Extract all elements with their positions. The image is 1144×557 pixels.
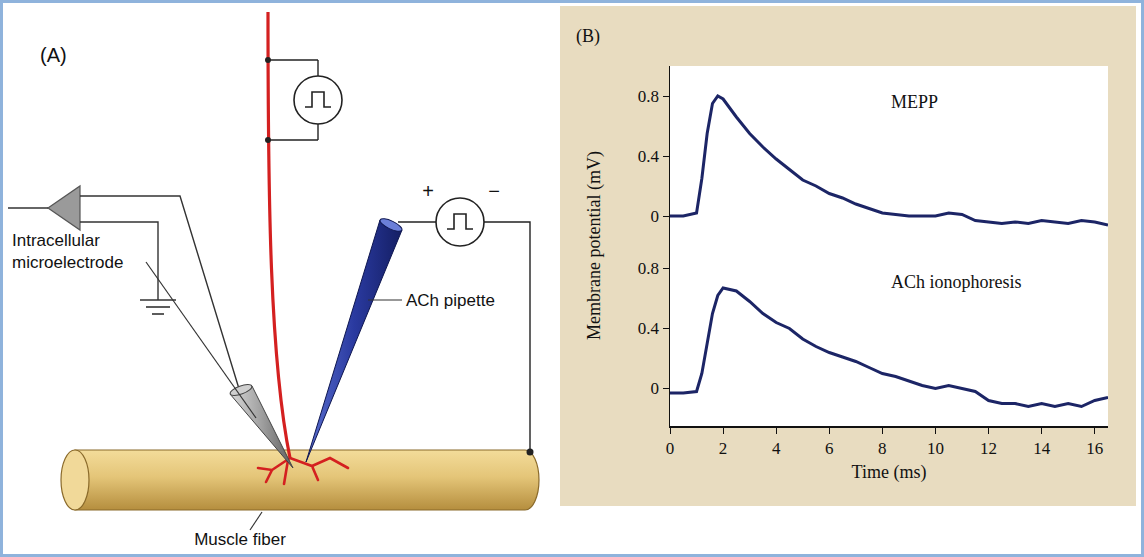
svg-text:0: 0	[651, 379, 660, 398]
svg-text:0.4: 0.4	[638, 319, 660, 338]
svg-text:0.8: 0.8	[638, 259, 659, 278]
svg-text:10: 10	[927, 439, 944, 458]
svg-text:Time (ms): Time (ms)	[852, 462, 927, 483]
svg-text:14: 14	[1033, 439, 1051, 458]
svg-text:microelectrode: microelectrode	[12, 253, 124, 272]
svg-text:MEPP: MEPP	[891, 92, 938, 112]
svg-text:6: 6	[825, 439, 834, 458]
svg-text:(A): (A)	[40, 44, 67, 66]
svg-text:2: 2	[719, 439, 728, 458]
svg-text:Intracellular: Intracellular	[12, 231, 100, 250]
svg-text:0.4: 0.4	[638, 147, 660, 166]
svg-text:−: −	[488, 180, 500, 202]
svg-text:(B): (B)	[576, 26, 600, 47]
svg-text:ACh pipette: ACh pipette	[406, 291, 495, 310]
svg-text:0.8: 0.8	[638, 87, 659, 106]
svg-text:4: 4	[772, 439, 781, 458]
svg-text:16: 16	[1086, 439, 1103, 458]
svg-text:0: 0	[666, 439, 675, 458]
svg-text:0: 0	[651, 207, 660, 226]
svg-text:ACh ionophoresis: ACh ionophoresis	[891, 272, 1022, 292]
svg-text:+: +	[422, 180, 434, 202]
svg-text:Membrane potential (mV): Membrane potential (mV)	[584, 151, 605, 340]
svg-text:8: 8	[878, 439, 887, 458]
svg-text:12: 12	[980, 439, 997, 458]
svg-text:Muscle fiber: Muscle fiber	[194, 530, 286, 549]
